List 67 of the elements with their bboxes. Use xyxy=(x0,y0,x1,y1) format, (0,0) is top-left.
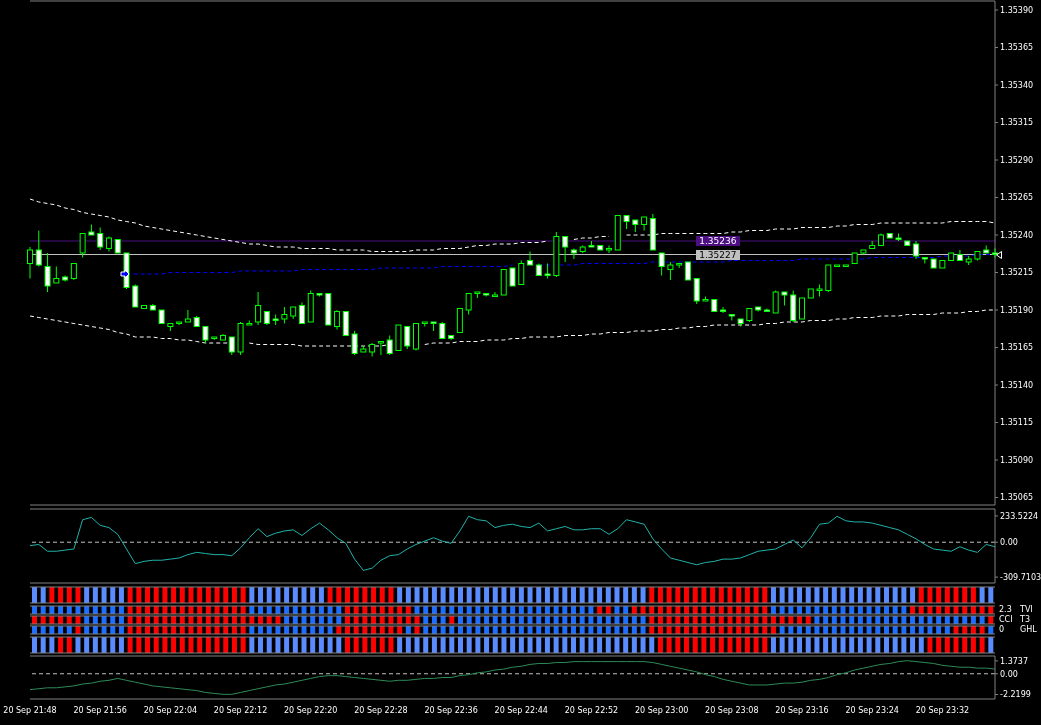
candlestick xyxy=(79,233,86,258)
x-tick-label: 20 Sep 22:28 xyxy=(354,705,408,715)
line-series xyxy=(29,515,996,571)
text: TVI xyxy=(1020,605,1033,615)
candlestick xyxy=(570,248,577,260)
ref-line-label: 1.35236 xyxy=(695,236,740,246)
candlestick xyxy=(184,309,191,323)
y-tick-label: 233.5224 xyxy=(1000,511,1039,521)
text: 0 xyxy=(999,625,1005,635)
x-tick-label: 20 Sep 21:56 xyxy=(73,705,127,715)
candlestick xyxy=(658,252,665,276)
text: T3 xyxy=(1020,615,1030,625)
text: GHL xyxy=(1020,625,1037,635)
candlestick xyxy=(44,252,51,293)
candlestick xyxy=(334,309,341,330)
y-tick-label: -309.7103 xyxy=(1000,572,1041,582)
x-tick-label: 20 Sep 23:32 xyxy=(915,705,970,715)
y-tick-label: 1.35065 xyxy=(1000,493,1034,503)
candlestick xyxy=(35,230,42,267)
y-tick-label: 1.35215 xyxy=(1000,268,1034,278)
x-tick-label: 20 Sep 22:20 xyxy=(284,705,338,715)
x-tick-label: 20 Sep 23:16 xyxy=(775,705,829,715)
candlestick xyxy=(255,291,262,326)
text: CCI xyxy=(999,615,1013,625)
y-tick-label: 0.00 xyxy=(1000,538,1018,548)
x-tick-label: 20 Sep 22:12 xyxy=(213,705,268,715)
x-tick-label: 20 Sep 23:00 xyxy=(634,705,689,715)
x-tick-label: 20 Sep 21:48 xyxy=(3,705,57,715)
candlestick xyxy=(518,260,525,285)
candlestick xyxy=(720,306,727,314)
candlestick xyxy=(404,326,411,350)
x-tick-label: 20 Sep 23:08 xyxy=(705,705,759,715)
y-tick-label: 1.35340 xyxy=(1000,80,1034,90)
candlestick xyxy=(342,311,349,336)
candlestick xyxy=(606,245,612,254)
y-tick-label: 1.35115 xyxy=(1000,418,1034,428)
y-tick-label: 1.35265 xyxy=(1000,193,1034,203)
y-tick-label: 1.35165 xyxy=(1000,343,1034,353)
x-tick-label: 20 Sep 22:04 xyxy=(143,705,198,715)
candlestick xyxy=(97,227,104,251)
y-tick-label: -2.2199 xyxy=(1000,690,1031,700)
y-tick-label: 1.35240 xyxy=(1000,230,1034,240)
candlestick xyxy=(693,278,700,305)
y-tick-label: 1.35190 xyxy=(1000,305,1034,315)
y-tick-label: 1.35140 xyxy=(1000,380,1034,390)
candlestick xyxy=(27,246,33,279)
x-tick-label: 20 Sep 22:44 xyxy=(494,705,548,715)
candlestick xyxy=(377,341,384,356)
y-tick-label: 1.3737 xyxy=(1000,656,1028,666)
candlestick xyxy=(562,236,569,263)
candlestick xyxy=(298,302,305,324)
y-tick-label: 1.35090 xyxy=(1000,455,1034,465)
y-tick-label: 0.00 xyxy=(1000,669,1018,679)
y-tick-label: 1.35365 xyxy=(1000,43,1034,53)
x-tick-label: 20 Sep 23:24 xyxy=(845,705,899,715)
ref-line-label: 1.35227 xyxy=(695,249,740,260)
x-tick-label: 20 Sep 22:52 xyxy=(564,705,619,715)
y-tick-label: 1.35290 xyxy=(1000,155,1034,165)
candlestick xyxy=(527,251,534,266)
candlestick xyxy=(799,297,805,320)
candlestick xyxy=(456,308,463,333)
y-tick-label: 1.35315 xyxy=(1000,118,1034,128)
text: 2.3 xyxy=(999,605,1012,615)
line-series xyxy=(29,660,996,695)
y-tick-label: 1.35390 xyxy=(1000,5,1034,15)
x-tick-label: 20 Sep 22:36 xyxy=(424,705,478,715)
candlestick xyxy=(465,293,472,315)
